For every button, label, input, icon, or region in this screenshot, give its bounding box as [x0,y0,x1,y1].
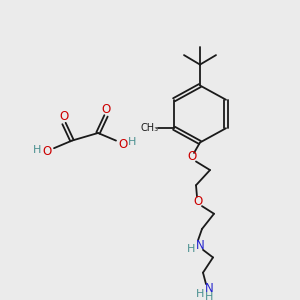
Text: O: O [194,195,202,208]
Text: H: H [33,145,41,155]
Text: CH₃: CH₃ [141,123,159,133]
Text: H: H [128,137,136,148]
Text: O: O [118,138,127,151]
Text: N: N [205,282,213,295]
Text: O: O [42,146,52,158]
Text: O: O [101,103,111,116]
Text: H: H [196,289,204,298]
Text: N: N [196,238,204,252]
Text: O: O [59,110,69,123]
Text: O: O [188,150,196,163]
Text: H: H [205,292,213,300]
Text: H: H [187,244,195,254]
